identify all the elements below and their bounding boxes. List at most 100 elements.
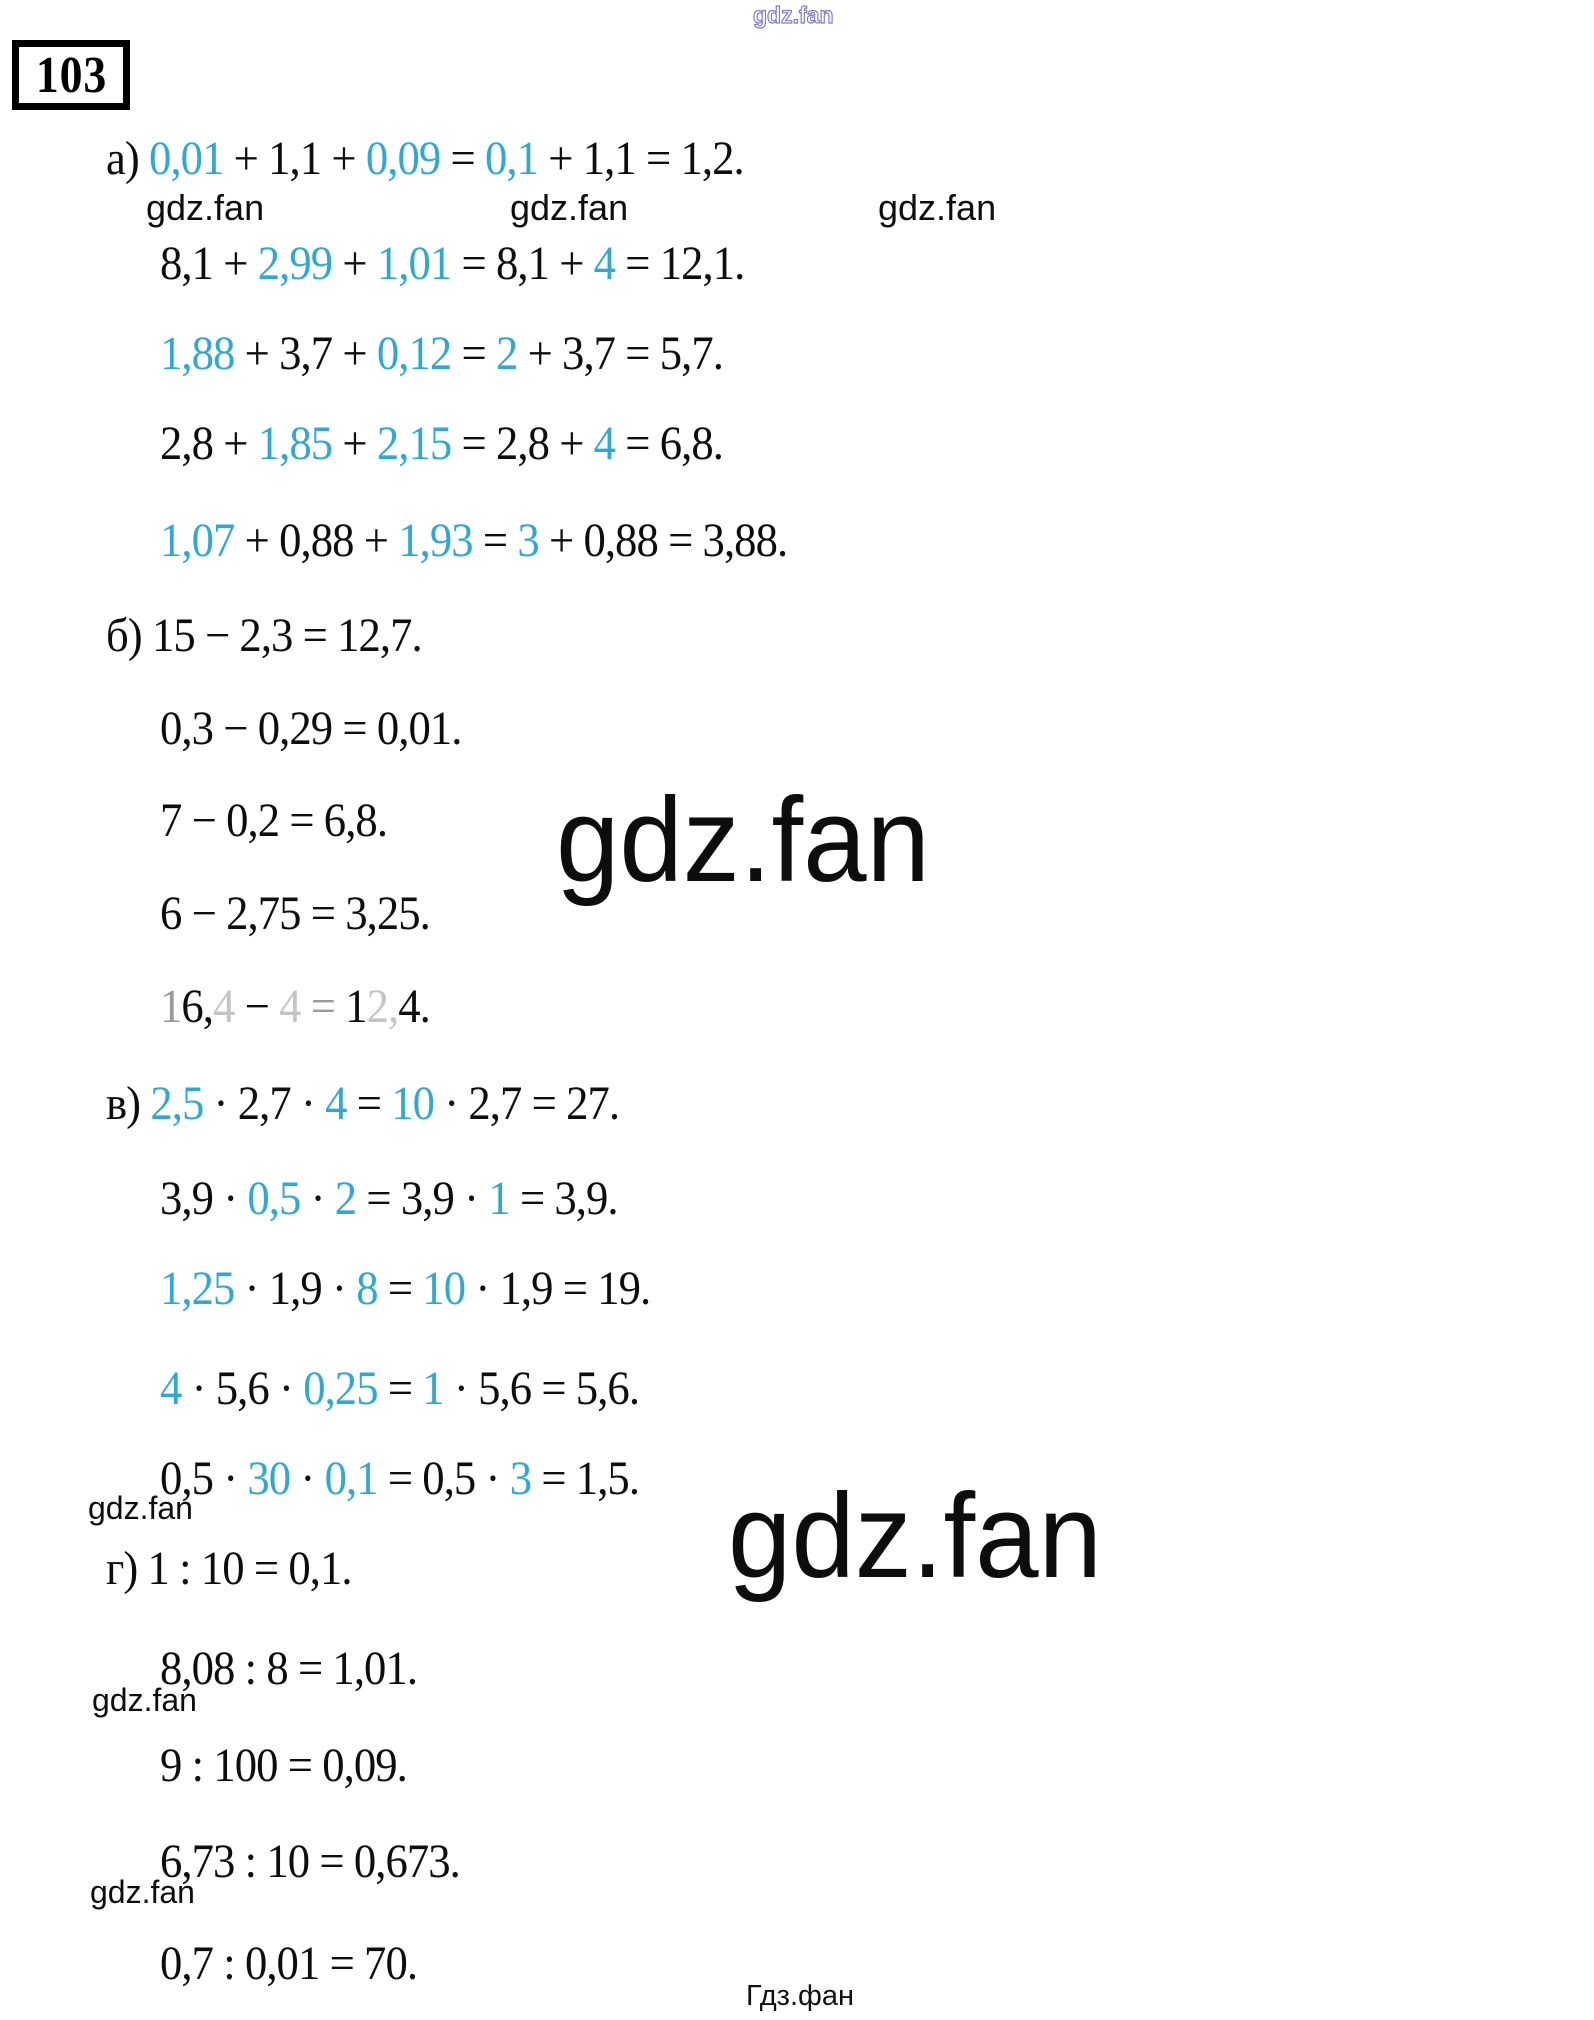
equation-token: 12,1. — [659, 237, 746, 290]
equation-token: 19. — [597, 1262, 651, 1315]
equation-token: 3,7 — [562, 327, 616, 380]
equation-token: 0,25 — [303, 1362, 378, 1415]
equation-line-17: 8,08 : 8 = 1,01. — [160, 1645, 418, 1693]
equation-token: 0,5 — [247, 1172, 301, 1225]
equation-token: 3,9 — [160, 1172, 214, 1225]
equation-token: = — [300, 980, 346, 1033]
equation-token: 3 — [509, 1452, 532, 1505]
equation-token: 2,7 — [237, 1077, 292, 1130]
equation-line-5: 1,07 + 0,88 + 1,93 = 3 + 0,88 = 3,88. — [160, 514, 788, 567]
equation-token: 15 − 2,3 = 12,7. — [151, 609, 423, 662]
equation-token: = — [346, 1077, 392, 1130]
equation-token: · — [234, 1262, 269, 1315]
watermark-inline-1: gdz.fan — [146, 187, 265, 228]
equation-token: = — [509, 1172, 555, 1225]
equation-token: = — [521, 1077, 567, 1130]
equation-token: + — [321, 132, 366, 185]
equation-token: 2,8 — [160, 417, 214, 470]
watermark-small-3: gdz.fan — [90, 1874, 195, 1910]
equation-line-4: 2,8 + 1,85 + 2,15 = 2,8 + 4 = 6,8. — [160, 417, 724, 470]
equation-token: = — [615, 327, 660, 380]
equation-token: + — [538, 514, 584, 567]
equation-token: 2,99 — [257, 237, 333, 290]
watermark-inline-2: gdz.fan — [510, 187, 629, 228]
equation-token: 1,1 — [268, 132, 322, 185]
equation-token: · — [465, 1262, 500, 1315]
problem-number-box: 103 — [12, 40, 130, 110]
equation-token: 3 — [517, 514, 539, 567]
equation-token: · — [443, 1362, 479, 1415]
equation-token: 1,88 — [160, 327, 235, 380]
equation-token: = — [552, 1262, 598, 1315]
equation-token: 1,9 — [499, 1262, 553, 1315]
equation-token: 1 — [345, 980, 367, 1033]
equation-token: · — [475, 1452, 510, 1505]
equation-token: 1,85 — [257, 417, 333, 470]
equation-token: + — [332, 417, 377, 470]
equation-line-12: 3,9 · 0,5 · 2 = 3,9 · 1 = 3,9. — [160, 1172, 619, 1225]
footer-site-name: Гдз.фан — [746, 1980, 855, 2012]
equation-token: 1,5. — [575, 1452, 640, 1505]
equation-line-20: 0,7 : 0,01 = 70. — [160, 1940, 418, 1988]
equation-token: 1,9 — [268, 1262, 323, 1315]
equation-token: · — [434, 1077, 469, 1130]
equation-line-1: а) 0,01 + 1,1 + 0,09 = 0,1 + 1,1 = 1,2. — [106, 132, 745, 185]
equation-token: + — [213, 417, 258, 470]
equation-token: · — [290, 1077, 326, 1130]
equation-token: + — [332, 237, 377, 290]
equation-token: 0,88 — [279, 514, 354, 567]
equation-token: + — [548, 417, 594, 470]
equation-token: 1 — [422, 1362, 444, 1415]
equation-token: · — [268, 1362, 304, 1415]
equation-line-11: в) 2,5 · 2,7 · 4 = 10 · 2,7 = 27. — [106, 1077, 620, 1130]
equation-token: · — [290, 1452, 325, 1505]
equation-token: 27. — [566, 1077, 620, 1130]
equation-token: 8 — [356, 1262, 378, 1315]
equation-token: 2,5 — [150, 1077, 204, 1130]
equation-token: 2, — [366, 980, 400, 1033]
equation-token: 10 — [391, 1077, 435, 1130]
equation-token: 6, — [181, 980, 214, 1033]
equation-line-10: 16,4 − 4 = 12,4. — [160, 980, 431, 1033]
equation-token: 8,1 — [495, 237, 550, 290]
equation-token: 1,07 — [160, 514, 235, 567]
equation-token: 1,01 — [376, 237, 452, 290]
equation-token: 3,7 — [279, 327, 333, 380]
equation-token: 5,6 — [215, 1362, 270, 1415]
equation-token: 4. — [398, 980, 431, 1033]
watermark-large-2: gdz.fan — [728, 1469, 1102, 1603]
equation-line-9: 6 − 2,75 = 3,25. — [160, 890, 431, 938]
equation-token: = — [440, 132, 486, 185]
equation-line-2: 8,1 + 2,99 + 1,01 = 8,1 + 4 = 12,1. — [160, 237, 746, 290]
equation-token: 1 : 10 = 0,1. — [147, 1542, 353, 1595]
equation-token: 10 — [422, 1262, 466, 1315]
problem-number: 103 — [35, 46, 107, 104]
section-label: в) — [106, 1077, 151, 1130]
equation-token: 4 — [160, 1362, 182, 1415]
equation-token: 6,73 : 10 = 0,673. — [160, 1835, 461, 1888]
equation-token: · — [213, 1452, 248, 1505]
equation-token: 0,01 — [149, 132, 224, 185]
watermark-large-1: gdz.fan — [556, 773, 930, 907]
equation-token: + — [538, 132, 583, 185]
section-label: г) — [106, 1542, 148, 1595]
equation-token: = — [356, 1172, 401, 1225]
equation-token: + — [353, 514, 399, 567]
equation-line-15: 0,5 · 30 · 0,1 = 0,5 · 3 = 1,5. — [160, 1452, 640, 1505]
equation-token: 5,6 — [478, 1362, 532, 1415]
equation-line-13: 1,25 · 1,9 · 8 = 10 · 1,9 = 19. — [160, 1262, 651, 1315]
equation-token: 1,25 — [160, 1262, 235, 1315]
equation-token: 6,8. — [659, 417, 724, 470]
equation-token: = — [615, 237, 660, 290]
section-label: б) — [106, 609, 152, 662]
equation-token: 1,1 — [582, 132, 637, 185]
equation-token: 5,7. — [659, 327, 724, 380]
equation-token: 2,7 — [468, 1077, 522, 1130]
equation-token: 4 — [593, 237, 616, 290]
equation-token: 30 — [247, 1452, 291, 1505]
section-label: а) — [106, 132, 150, 185]
watermark-small-1: gdz.fan — [88, 1490, 193, 1526]
equation-token: 4 — [325, 1077, 347, 1130]
equation-line-19: 6,73 : 10 = 0,673. — [160, 1835, 461, 1888]
equation-token: · — [203, 1077, 238, 1130]
